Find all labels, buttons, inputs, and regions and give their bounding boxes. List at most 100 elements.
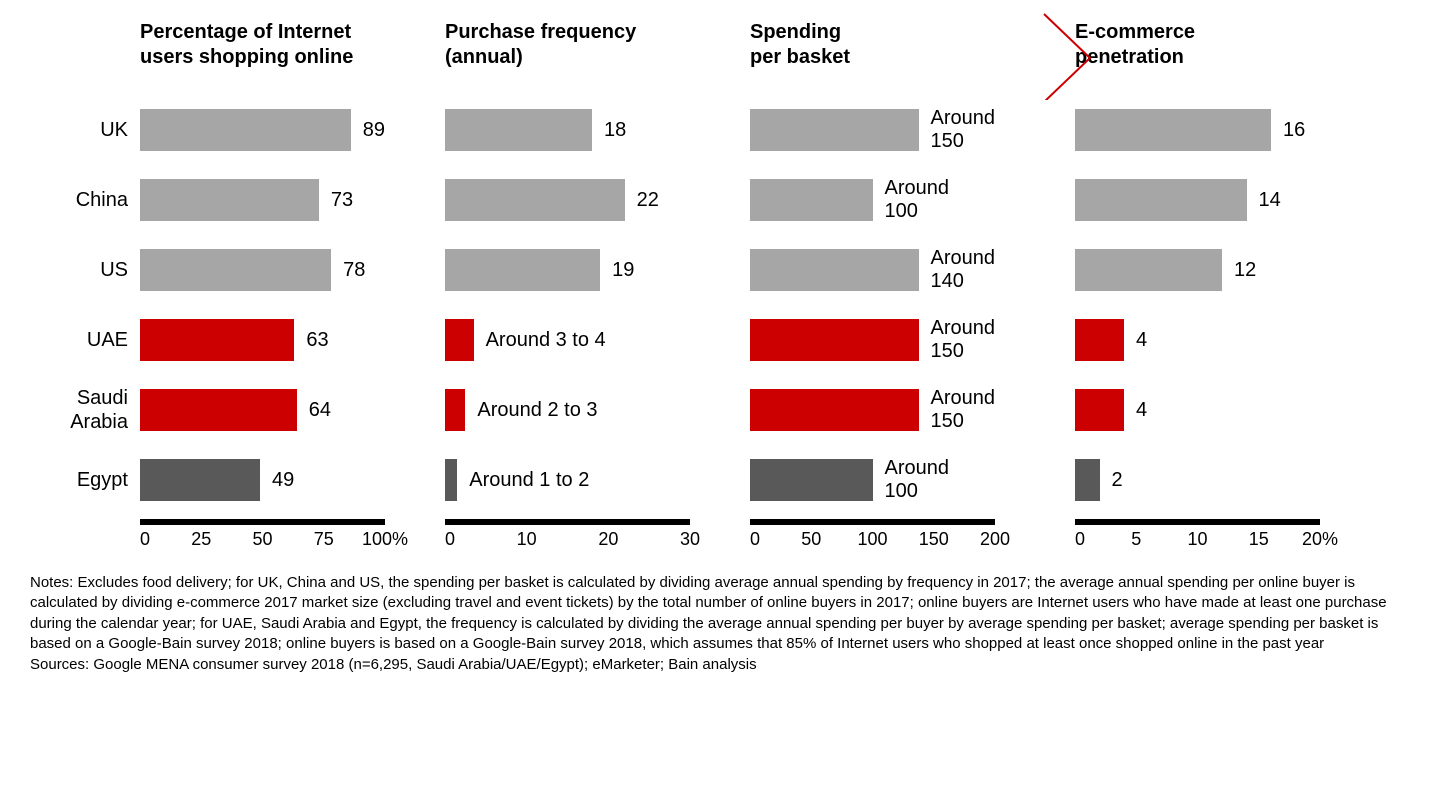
axis-tick-label: 50 bbox=[252, 529, 272, 550]
sources-text: Sources: Google MENA consumer survey 201… bbox=[30, 656, 1410, 673]
bar-value-label: 14 bbox=[1259, 189, 1281, 212]
bar-value-label: 22 bbox=[637, 189, 659, 212]
country-label: UAE bbox=[30, 305, 140, 375]
bar-cell: 19 bbox=[445, 235, 690, 305]
panel-header: E-commercepenetration bbox=[1075, 20, 1320, 95]
bar bbox=[445, 459, 457, 501]
bar bbox=[750, 179, 873, 221]
bar bbox=[750, 459, 873, 501]
bar-value-label: Around100 bbox=[885, 457, 950, 503]
panel-header: Purchase frequency(annual) bbox=[445, 20, 690, 95]
axis-tick-label: 5 bbox=[1131, 529, 1141, 550]
axis-tick-label: 75 bbox=[314, 529, 334, 550]
bar bbox=[140, 459, 260, 501]
bar-value-label: 78 bbox=[343, 259, 365, 282]
bar-value-label: 19 bbox=[612, 259, 634, 282]
bar bbox=[750, 389, 919, 431]
bar bbox=[140, 319, 294, 361]
bar bbox=[1075, 459, 1100, 501]
axis-tick-label: 30 bbox=[680, 529, 700, 550]
country-label: US bbox=[30, 235, 140, 305]
bar-value-label: Around140 bbox=[931, 247, 996, 293]
axis: 0102030 bbox=[445, 515, 690, 555]
bar-value-label: 16 bbox=[1283, 119, 1305, 142]
bar-cell: Around150 bbox=[750, 305, 995, 375]
bar bbox=[750, 109, 919, 151]
country-label: SaudiArabia bbox=[30, 375, 140, 445]
axis-tick-label: 0 bbox=[445, 529, 455, 550]
bar-cell: Around140 bbox=[750, 235, 995, 305]
bar-value-label: 4 bbox=[1136, 329, 1147, 352]
chart-grid: Percentage of Internetusers shopping onl… bbox=[30, 20, 1410, 555]
bar-value-label: 49 bbox=[272, 469, 294, 492]
bar-cell: Around 2 to 3 bbox=[445, 375, 690, 445]
bar-cell: 16 bbox=[1075, 95, 1320, 165]
bar-value-label: Around 1 to 2 bbox=[469, 469, 589, 492]
axis-tick-label: 100% bbox=[362, 529, 408, 550]
bar-value-label: 12 bbox=[1234, 259, 1256, 282]
bar bbox=[140, 389, 297, 431]
bar bbox=[1075, 249, 1222, 291]
bar bbox=[1075, 109, 1271, 151]
bar-value-label: 4 bbox=[1136, 399, 1147, 422]
axis-tick-label: 200 bbox=[980, 529, 1010, 550]
bar bbox=[445, 109, 592, 151]
bar-cell: Around100 bbox=[750, 165, 995, 235]
bar-cell: 73 bbox=[140, 165, 385, 235]
bar-value-label: 2 bbox=[1112, 469, 1123, 492]
bar bbox=[1075, 319, 1124, 361]
bar-cell: 12 bbox=[1075, 235, 1320, 305]
bar-cell: 18 bbox=[445, 95, 690, 165]
bar-cell: 78 bbox=[140, 235, 385, 305]
axis-tick-label: 0 bbox=[140, 529, 150, 550]
bar-cell: Around 3 to 4 bbox=[445, 305, 690, 375]
bar bbox=[1075, 179, 1247, 221]
bar-value-label: 89 bbox=[363, 119, 385, 142]
axis-tick-label: 10 bbox=[1187, 529, 1207, 550]
axis-tick-label: 20 bbox=[598, 529, 618, 550]
panel-header: Spendingper basket bbox=[750, 20, 995, 95]
bar-value-label: Around100 bbox=[885, 177, 950, 223]
axis-tick-label: 0 bbox=[1075, 529, 1085, 550]
bar bbox=[445, 389, 465, 431]
bar-cell: 89 bbox=[140, 95, 385, 165]
axis-tick-label: 0 bbox=[750, 529, 760, 550]
bar bbox=[445, 319, 474, 361]
bar-cell: Around100 bbox=[750, 445, 995, 515]
bar-cell: 49 bbox=[140, 445, 385, 515]
bar bbox=[445, 249, 600, 291]
bar-cell: Around 1 to 2 bbox=[445, 445, 690, 515]
axis-tick-label: 50 bbox=[801, 529, 821, 550]
bar-value-label: 64 bbox=[309, 399, 331, 422]
axis: 0255075100% bbox=[140, 515, 385, 555]
bar-cell: 4 bbox=[1075, 375, 1320, 445]
bar-value-label: 18 bbox=[604, 119, 626, 142]
axis-tick-label: 20% bbox=[1302, 529, 1338, 550]
bar-cell: 63 bbox=[140, 305, 385, 375]
bar-value-label: Around150 bbox=[931, 387, 996, 433]
bar bbox=[1075, 389, 1124, 431]
bar-value-label: Around150 bbox=[931, 107, 996, 153]
bar bbox=[140, 109, 351, 151]
axis-tick-label: 100 bbox=[857, 529, 887, 550]
axis-tick-label: 150 bbox=[919, 529, 949, 550]
bar-value-label: Around 2 to 3 bbox=[477, 399, 597, 422]
bar-value-label: Around 3 to 4 bbox=[486, 329, 606, 352]
bar-cell: 2 bbox=[1075, 445, 1320, 515]
axis: 05101520% bbox=[1075, 515, 1320, 555]
bar-value-label: 63 bbox=[306, 329, 328, 352]
notes-text: Notes: Excludes food delivery; for UK, C… bbox=[30, 573, 1410, 654]
bar-value-label: Around150 bbox=[931, 317, 996, 363]
bar-cell: 14 bbox=[1075, 165, 1320, 235]
panel-header: Percentage of Internetusers shopping onl… bbox=[140, 20, 385, 95]
axis-tick-label: 15 bbox=[1249, 529, 1269, 550]
bar bbox=[445, 179, 625, 221]
axis: 050100150200 bbox=[750, 515, 995, 555]
bar bbox=[750, 319, 919, 361]
axis-tick-label: 10 bbox=[517, 529, 537, 550]
bar bbox=[140, 179, 319, 221]
bar bbox=[750, 249, 919, 291]
country-label: UK bbox=[30, 95, 140, 165]
bar-cell: 4 bbox=[1075, 305, 1320, 375]
country-label: China bbox=[30, 165, 140, 235]
